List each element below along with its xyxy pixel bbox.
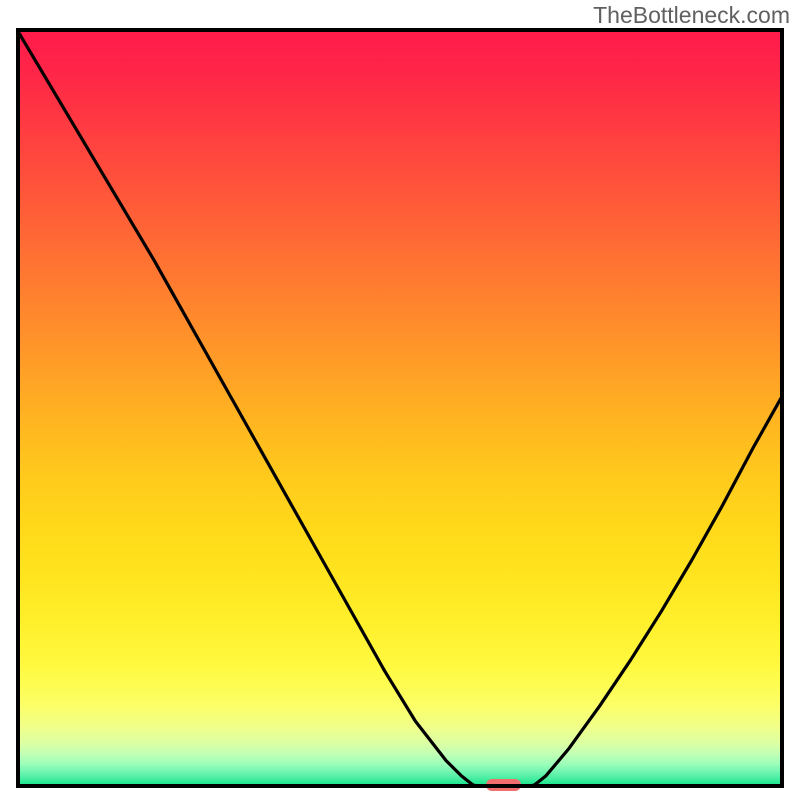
watermark-text: TheBottleneck.com xyxy=(593,2,790,29)
curve-layer xyxy=(16,28,784,788)
bottleneck-curve xyxy=(16,28,784,788)
optimal-point-marker xyxy=(486,779,521,791)
bottleneck-chart: TheBottleneck.com xyxy=(0,0,800,800)
plot-area xyxy=(16,28,784,788)
